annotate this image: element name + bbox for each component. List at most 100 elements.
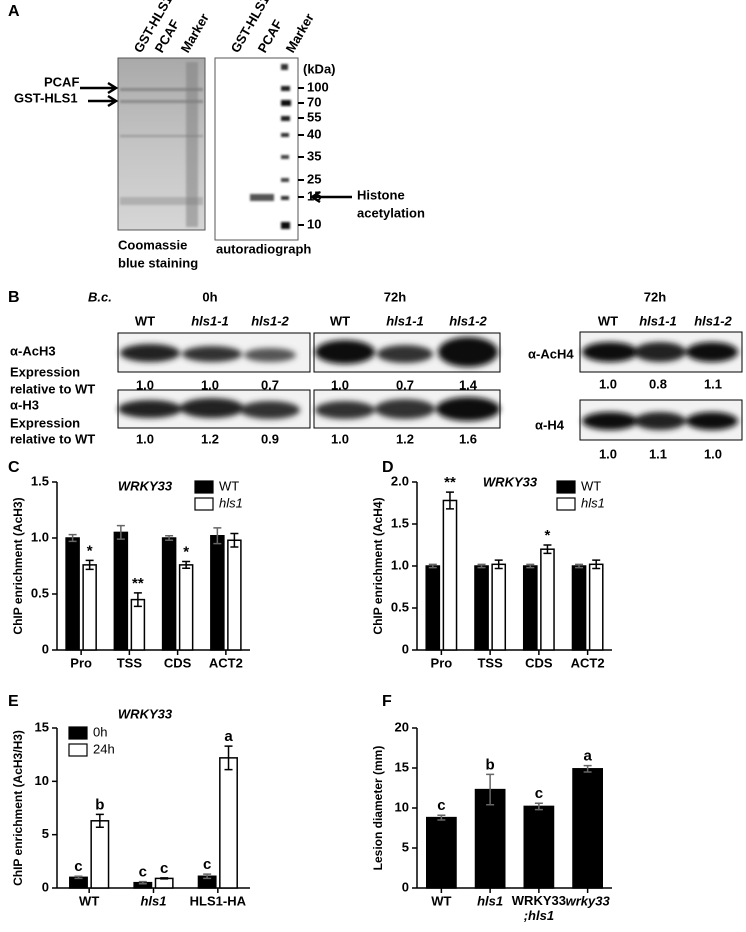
marker-label: 55	[307, 109, 321, 124]
value-label: c	[535, 785, 543, 802]
relative-value: 1.1	[704, 376, 722, 391]
relative-label: Expression	[10, 364, 80, 379]
legend-label: 0h	[93, 724, 107, 739]
value-label: c	[139, 864, 147, 881]
x-tick-label: ACT2	[571, 655, 605, 670]
caption: autoradiograph	[216, 241, 311, 256]
legend-swatch	[68, 743, 88, 757]
antibody-label: α-AcH3	[10, 343, 56, 358]
relative-value: 1.0	[136, 431, 154, 446]
bar	[154, 877, 174, 889]
error-bar	[534, 802, 543, 811]
bar	[210, 535, 225, 651]
error-bar	[138, 880, 147, 885]
y-tick-label: 0	[42, 641, 49, 656]
error-bar	[445, 491, 454, 510]
y-tick-label: 0.5	[391, 599, 409, 614]
error-bar	[85, 559, 94, 571]
relative-value: 0.8	[649, 376, 667, 391]
bar	[425, 565, 441, 651]
x-tick-label: Pro	[431, 655, 453, 670]
value-label: *	[183, 543, 189, 560]
lane-label: hls1-1	[191, 313, 229, 328]
error-bar	[437, 814, 446, 821]
chart-title: WRKY33	[483, 474, 538, 489]
lane-label: hls1-2	[694, 313, 732, 328]
lane-label: WT	[135, 313, 155, 328]
value-label: b	[486, 756, 495, 773]
y-tick-label: 5	[402, 839, 409, 854]
error-bar	[543, 544, 552, 555]
x-tick-label: HLS1-HA	[190, 893, 247, 908]
relative-value: 0.7	[396, 377, 414, 392]
autoradiograph-film	[214, 57, 299, 241]
y-axis-label: ChIP enrichment (AcH3/H3)	[11, 730, 25, 886]
x-tick-label: TSS	[117, 655, 143, 670]
value-label: c	[160, 860, 168, 877]
arrow-label: PCAF	[44, 74, 79, 89]
y-tick-label: 1.5	[391, 515, 409, 530]
y-tick-label: 0	[402, 641, 409, 656]
lane-label: WT	[598, 313, 618, 328]
value-label: **	[132, 575, 144, 592]
legend-swatch	[194, 497, 214, 511]
bar	[522, 565, 538, 651]
marker-label: 25	[307, 171, 321, 186]
bar	[130, 598, 146, 651]
legend-swatch	[556, 497, 576, 511]
relative-value: 0.9	[261, 431, 279, 446]
relative-label: Expression	[10, 415, 80, 430]
value-label: c	[437, 797, 445, 814]
chart-title: WRKY33	[118, 706, 173, 721]
y-tick-label: 0	[42, 879, 49, 894]
y-tick-label: 1.5	[31, 473, 49, 488]
bar	[540, 548, 555, 651]
relative-value: 1.0	[331, 431, 349, 446]
y-tick-label: 15	[395, 759, 409, 774]
bar	[82, 564, 97, 651]
error-bar	[494, 559, 503, 570]
bar	[572, 768, 603, 889]
y-axis-label: Lesion diameter (mm)	[371, 746, 385, 871]
lane-label: Marker	[283, 11, 317, 55]
relative-value: 0.7	[261, 377, 279, 392]
x-tick-label: TSS	[477, 655, 503, 670]
annotation: acetylation	[357, 205, 425, 220]
error-bar	[230, 532, 239, 548]
y-tick-label: 0	[402, 879, 409, 894]
time-label: 0h	[202, 289, 217, 304]
panel-label: A	[8, 3, 20, 20]
caption: Coomassie	[118, 237, 187, 252]
film-bands	[250, 64, 291, 229]
y-tick-label: 10	[35, 773, 49, 788]
relative-value: 1.0	[704, 446, 722, 461]
error-bar	[592, 559, 601, 570]
x-tick-label: WT	[79, 893, 99, 908]
antibody-label: α-H4	[535, 417, 565, 432]
tick-line: WRKY33	[512, 893, 566, 908]
y-tick-label: 10	[395, 799, 409, 814]
error-bar	[575, 563, 584, 569]
y-tick-label: 20	[395, 719, 409, 734]
blot-bands	[118, 337, 738, 430]
error-bar	[583, 764, 592, 773]
error-bar	[68, 533, 77, 543]
arrow	[80, 81, 119, 95]
arrow	[309, 190, 352, 204]
panel-label: D	[382, 459, 394, 476]
relative-value: 1.4	[459, 377, 478, 392]
antibody-label: α-H3	[10, 397, 39, 412]
x-tick-label: CDS	[164, 655, 192, 670]
relative-label: relative to WT	[10, 381, 95, 396]
error-bar	[224, 745, 233, 771]
value-label: **	[444, 474, 456, 491]
relative-label: relative to WT	[10, 431, 95, 446]
legend-label: WT	[581, 478, 601, 493]
legend-label: hls1	[581, 495, 605, 510]
error-bar	[116, 524, 125, 540]
value-label: a	[583, 748, 592, 765]
panel-label: F	[382, 693, 392, 710]
relative-value: 1.0	[599, 376, 617, 391]
y-tick-label: 0.5	[31, 585, 49, 600]
y-tick-label: 1.0	[31, 529, 49, 544]
